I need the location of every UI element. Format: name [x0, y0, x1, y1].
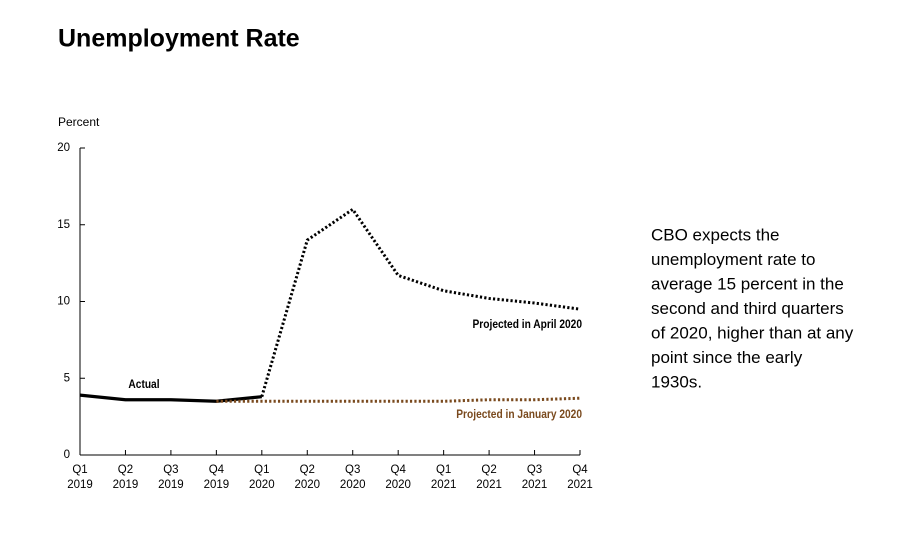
x-tick-label: Q1 — [72, 464, 87, 476]
y-tick-label: 0 — [64, 449, 70, 461]
x-tick-label: 2020 — [249, 479, 275, 491]
x-tick-label: 2020 — [385, 479, 411, 491]
series-label: Projected in January 2020 — [456, 408, 582, 421]
series-line — [260, 207, 581, 398]
x-tick-label: Q3 — [345, 464, 360, 476]
series-line — [79, 393, 262, 403]
x-tick-label: Q2 — [300, 464, 315, 476]
annotation-line: point since the early — [651, 348, 803, 367]
annotation-line: second and third quarters — [651, 299, 844, 318]
series-label: Projected in April 2020 — [473, 318, 582, 331]
x-tick-label: 2019 — [158, 479, 184, 491]
x-tick-label: 2019 — [67, 479, 93, 491]
annotation-line: 1930s. — [651, 372, 702, 391]
y-axis-label: Percent — [58, 115, 100, 129]
y-tick-label: 20 — [57, 142, 70, 154]
x-tick-label: 2021 — [522, 479, 548, 491]
x-tick-label: 2019 — [204, 479, 230, 491]
annotation-line: of 2020, higher than at any — [651, 323, 854, 342]
annotation-line: CBO expects the — [651, 225, 780, 244]
x-tick-label: Q4 — [572, 464, 588, 476]
x-tick-label: Q4 — [391, 464, 407, 476]
x-tick-label: Q3 — [527, 464, 542, 476]
x-tick-label: Q4 — [209, 464, 225, 476]
annotation-line: unemployment rate to — [651, 250, 815, 269]
annotation-line: average 15 percent in the — [651, 274, 844, 293]
x-tick-label: 2019 — [113, 479, 139, 491]
x-tick-label: Q1 — [436, 464, 451, 476]
x-tick-label: Q2 — [118, 464, 133, 476]
x-tick-label: 2021 — [567, 479, 593, 491]
x-tick-label: Q1 — [254, 464, 269, 476]
x-tick-label: Q3 — [163, 464, 178, 476]
y-tick-label: 15 — [57, 219, 70, 231]
x-tick-label: 2020 — [294, 479, 320, 491]
series-line — [216, 396, 581, 403]
x-tick-label: 2021 — [476, 479, 502, 491]
x-tick-label: Q2 — [481, 464, 496, 476]
series-label: Actual — [128, 378, 159, 391]
chart-title: Unemployment Rate — [58, 25, 300, 53]
y-tick-label: 5 — [64, 372, 70, 384]
x-tick-label: 2020 — [340, 479, 366, 491]
y-tick-label: 10 — [57, 296, 70, 308]
x-tick-label: 2021 — [431, 479, 457, 491]
